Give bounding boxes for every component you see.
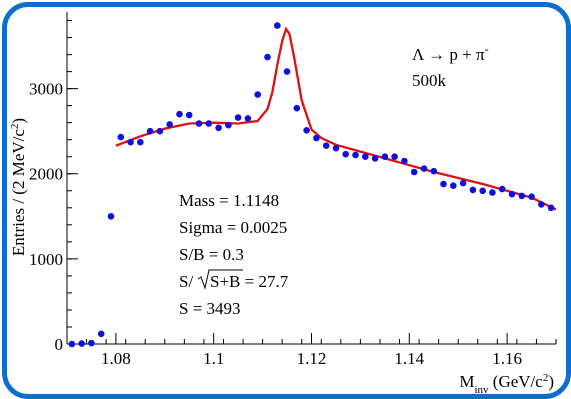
y-tick-label: 2000 (29, 165, 63, 184)
svg-text:S/: S/ (179, 272, 193, 291)
data-point (78, 340, 85, 347)
signal-annotation: S = 3493 (179, 299, 241, 318)
data-point (401, 157, 408, 165)
data-point (332, 144, 340, 152)
data-point (479, 187, 487, 195)
data-point (293, 104, 301, 112)
data-point (381, 153, 389, 160)
data-point (107, 213, 115, 220)
data-point (469, 186, 477, 194)
data-point (97, 330, 105, 338)
data-point (127, 138, 134, 146)
x-tick-label: 1.08 (101, 349, 131, 368)
significance-annotation: S/ S+B = 27.7 (179, 269, 289, 291)
y-axis-title: Entries / (2 MeV/c2) (9, 118, 28, 256)
x-ticks: 1.08 1.1 1.12 1.14 1.16 (101, 333, 522, 368)
data-point (146, 127, 154, 135)
data-point (489, 189, 496, 196)
data-point (254, 91, 261, 98)
significance-prefix: S/ (179, 272, 193, 291)
y-tick-label: 1000 (29, 250, 63, 269)
minor-ticks (66, 20, 557, 345)
data-point (508, 190, 516, 198)
data-point (342, 150, 350, 158)
data-point (459, 179, 467, 187)
fit-curve (115, 26, 557, 211)
data-point (313, 134, 320, 142)
data-point (538, 201, 545, 208)
data-point (303, 127, 310, 134)
data-point (391, 153, 398, 160)
y-ticks: 0 1000 2000 3000 (29, 80, 78, 354)
data-point (430, 167, 438, 175)
data-point (410, 168, 418, 176)
data-point (498, 185, 506, 193)
data-point (137, 138, 144, 146)
data-point (225, 121, 232, 129)
data-point (518, 192, 526, 200)
data-point (166, 121, 173, 128)
data-point (547, 204, 555, 212)
mass-histogram-plot: 1.08 1.1 1.12 1.14 1.16 0 1000 2000 3000 Entrie… (9, 12, 557, 394)
sigma-annotation: Sigma = 0.0025 (179, 218, 287, 237)
data-point (420, 165, 428, 172)
data-point (440, 180, 447, 188)
events-label: 500k (412, 71, 447, 90)
data-point (176, 110, 183, 118)
decay-label: Λ → p + π- (412, 42, 489, 64)
data-point (528, 193, 535, 200)
data-point (244, 115, 252, 122)
mass-annotation: Mass = 1.1148 (179, 191, 279, 210)
data-points (68, 22, 555, 348)
sqrt-sign (197, 269, 243, 290)
data-point (185, 111, 193, 119)
data-point (88, 339, 95, 347)
x-tick-label: 1.12 (297, 349, 327, 368)
y-tick-label: 3000 (29, 80, 63, 99)
data-point (156, 127, 164, 135)
data-point (264, 53, 271, 61)
data-point (283, 68, 291, 75)
data-point (450, 182, 457, 189)
x-axis-title: Minv (GeV/c2) (459, 372, 554, 394)
data-point (362, 153, 369, 160)
data-point (195, 120, 203, 127)
y-tick-label: 0 (55, 335, 64, 354)
data-point (352, 151, 359, 159)
x-tick-label: 1.14 (394, 349, 424, 368)
data-point (68, 340, 76, 348)
significance-root: S+B (210, 272, 240, 291)
data-point (215, 124, 222, 132)
data-point (371, 155, 379, 162)
data-point (322, 142, 330, 149)
data-point (117, 133, 125, 141)
x-tick-label: 1.16 (492, 349, 522, 368)
data-point (205, 120, 213, 127)
data-point (234, 114, 242, 121)
sb-annotation: S/B = 0.3 (179, 245, 244, 264)
data-point (274, 22, 281, 29)
x-tick-label: 1.1 (203, 349, 224, 368)
svg-text:S+B = 27.7: S+B = 27.7 (210, 272, 289, 291)
significance-value: = 27.7 (240, 272, 288, 291)
